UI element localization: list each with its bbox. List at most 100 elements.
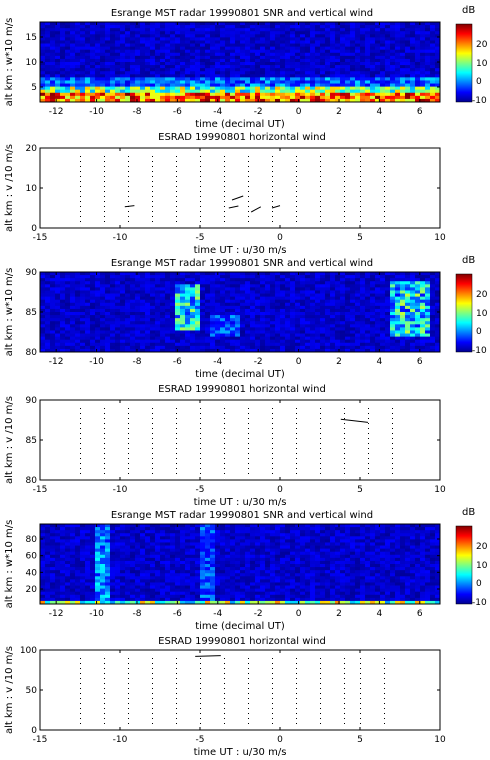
- colorbar-unit: dB: [462, 5, 475, 16]
- heatmap-cell: [315, 296, 321, 301]
- heatmap-cell: [425, 284, 431, 288]
- heatmap-cell: [315, 55, 321, 60]
- heatmap-cell: [265, 290, 271, 294]
- heatmap-cell: [280, 302, 286, 307]
- heatmap-cell: [135, 330, 141, 334]
- heatmap-cell: [145, 342, 151, 347]
- heatmap-cell: [370, 37, 376, 41]
- heatmap-cell: [290, 49, 296, 54]
- heatmap-cell: [300, 296, 306, 301]
- heatmap-cell: [340, 58, 346, 63]
- heatmap-cell: [60, 83, 66, 88]
- heatmap-cell: [60, 49, 66, 54]
- heatmap-cell: [325, 284, 331, 288]
- heatmap-cell: [240, 330, 246, 334]
- heatmap-cell: [365, 62, 371, 66]
- wind-point: [248, 458, 249, 459]
- wind-point: [200, 211, 201, 212]
- heatmap-cell: [235, 290, 241, 294]
- heatmap-cell: [295, 281, 301, 285]
- heatmap-cell: [310, 278, 316, 282]
- heatmap-cell: [60, 324, 66, 328]
- heatmap-cell: [405, 275, 411, 279]
- heatmap-cell: [55, 315, 61, 319]
- heatmap-cell: [180, 71, 186, 75]
- heatmap-cell: [185, 80, 191, 84]
- heatmap-cell: [405, 22, 411, 26]
- heatmap-cell: [430, 327, 436, 331]
- heatmap-cell: [345, 62, 351, 66]
- heatmap-cell: [410, 333, 416, 338]
- heatmap-cell: [380, 284, 386, 288]
- heatmap-cell: [115, 95, 121, 100]
- heatmap-cell: [360, 89, 366, 94]
- heatmap-cell: [375, 31, 381, 35]
- heatmap-cell: [300, 92, 306, 97]
- heatmap-cell: [85, 74, 91, 78]
- heatmap-cell: [435, 305, 441, 310]
- wind-point: [344, 171, 345, 172]
- heatmap-cell: [100, 77, 106, 81]
- heatmap-cell: [360, 98, 366, 103]
- heatmap-cell: [195, 299, 201, 304]
- heatmap-cell: [195, 275, 201, 279]
- heatmap-cell: [180, 95, 186, 100]
- heatmap-cell: [300, 83, 306, 88]
- heatmap-cell: [260, 327, 266, 331]
- heatmap-cell: [300, 278, 306, 282]
- heatmap-cell: [200, 312, 206, 316]
- heatmap-cell: [135, 284, 141, 288]
- heatmap-cell: [105, 98, 111, 103]
- heatmap-cell: [100, 89, 106, 94]
- heatmap-cell: [325, 58, 331, 63]
- heatmap-cell: [260, 308, 266, 313]
- heatmap-cell: [90, 80, 96, 84]
- heatmap-cell: [430, 342, 436, 347]
- heatmap-cell: [140, 342, 146, 347]
- heatmap-cell: [85, 524, 91, 528]
- heatmap-cell: [90, 22, 96, 26]
- wind-point: [272, 418, 273, 419]
- heatmap-cell: [195, 62, 201, 66]
- heatmap-cell: [100, 308, 106, 313]
- heatmap-cell: [80, 68, 86, 72]
- heatmap-cell: [360, 77, 366, 81]
- heatmap-cell: [185, 348, 191, 353]
- wind-point: [200, 206, 201, 207]
- heatmap-cell: [90, 92, 96, 97]
- heatmap-cell: [370, 290, 376, 294]
- heatmap-cell: [175, 327, 181, 331]
- wind-point: [344, 473, 345, 474]
- heatmap-cell: [405, 330, 411, 334]
- heatmap-cell: [90, 74, 96, 78]
- heatmap-cell: [215, 312, 221, 316]
- heatmap-cell: [270, 275, 276, 279]
- heatmap-cell: [50, 339, 56, 344]
- heatmap-cell: [265, 305, 271, 310]
- heatmap-cell: [75, 573, 81, 577]
- heatmap-cell: [70, 299, 76, 304]
- wind-point: [152, 418, 153, 419]
- wind-point: [344, 161, 345, 162]
- heatmap-cell: [180, 62, 186, 66]
- heatmap-cell: [70, 336, 76, 341]
- heatmap-cell: [345, 77, 351, 81]
- heatmap-cell: [380, 83, 386, 88]
- heatmap-cell: [320, 95, 326, 100]
- heatmap-cell: [85, 98, 91, 103]
- heatmap-cell: [125, 43, 131, 48]
- heatmap-cell: [435, 95, 441, 100]
- heatmap-cell: [355, 342, 361, 347]
- heatmap-cell: [260, 278, 266, 282]
- wind-point: [224, 171, 225, 172]
- heatmap-cell: [50, 321, 56, 325]
- heatmap-cell: [270, 37, 276, 41]
- heatmap-cell: [310, 281, 316, 285]
- heatmap-cell: [180, 49, 186, 54]
- heatmap-cell: [150, 327, 156, 331]
- heatmap-cell: [400, 62, 406, 66]
- heatmap-cell: [185, 28, 191, 32]
- wind-point: [296, 408, 297, 409]
- heatmap-cell: [140, 49, 146, 54]
- heatmap-cell: [370, 92, 376, 97]
